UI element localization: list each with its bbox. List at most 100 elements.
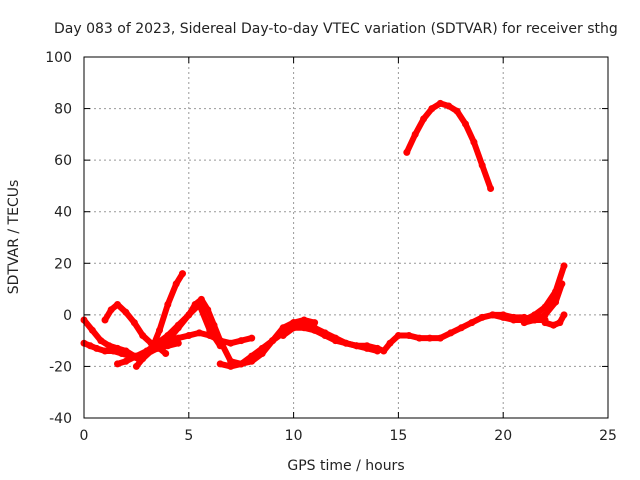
data-point — [342, 339, 350, 347]
data-point — [86, 342, 94, 350]
y-tick-label: 40 — [54, 205, 72, 221]
data-point — [363, 344, 371, 352]
data-point — [550, 321, 557, 329]
data-point — [156, 326, 163, 334]
data-point — [300, 321, 308, 329]
data-point — [132, 352, 140, 360]
y-tick-label: 0 — [63, 308, 72, 324]
x-tick-label: 25 — [599, 428, 617, 444]
data-point — [105, 342, 113, 350]
data-point — [258, 344, 266, 352]
data-point — [248, 334, 256, 342]
data-point — [531, 316, 539, 324]
data-point — [552, 298, 560, 306]
data-point — [560, 262, 568, 270]
data-point — [97, 337, 105, 345]
data-point — [210, 321, 218, 329]
data-point — [290, 324, 298, 332]
y-tick-label: 60 — [54, 153, 72, 169]
data-point — [541, 319, 549, 327]
data-point — [415, 334, 423, 342]
x-tick-label: 20 — [494, 428, 512, 444]
data-point — [499, 313, 507, 321]
data-point — [311, 324, 319, 332]
y-tick-label: 80 — [54, 102, 72, 118]
data-point — [122, 357, 130, 365]
data-point — [237, 337, 245, 345]
data-point — [109, 347, 117, 355]
data-point — [197, 295, 205, 303]
data-point — [237, 360, 245, 368]
data-point — [164, 337, 172, 345]
data-point — [373, 347, 381, 355]
data-point — [179, 270, 186, 278]
data-point — [216, 337, 224, 345]
data-point — [487, 185, 495, 192]
data-point — [227, 339, 235, 347]
data-point — [216, 360, 224, 368]
y-axis-label: SDTVAR / TECUs — [6, 180, 22, 295]
data-point — [478, 313, 486, 321]
chart-title: Day 083 of 2023, Sidereal Day-to-day VTE… — [54, 21, 618, 37]
data-point — [185, 311, 193, 319]
data-point — [426, 334, 434, 342]
data-point — [204, 306, 212, 314]
series-arc-9 — [280, 322, 381, 354]
y-tick-label: -40 — [49, 411, 72, 427]
data-point — [101, 347, 109, 355]
data-point — [541, 311, 549, 319]
data-point — [114, 360, 121, 368]
data-point — [428, 105, 436, 113]
data-point — [453, 107, 461, 115]
x-tick-label: 5 — [184, 428, 193, 444]
y-tick-label: 100 — [45, 50, 72, 66]
data-point — [130, 319, 138, 327]
data-point — [560, 311, 568, 319]
data-point — [248, 352, 256, 360]
data-point — [510, 316, 518, 324]
plot-frame — [83, 56, 609, 419]
data-point — [118, 350, 126, 357]
series-layer — [80, 99, 568, 370]
x-tick-label: 0 — [80, 428, 89, 444]
data-point — [139, 332, 147, 339]
x-tick-label: 15 — [389, 428, 407, 444]
series-arc-10 — [403, 100, 494, 192]
data-point — [436, 99, 444, 107]
data-point — [478, 161, 486, 169]
data-point — [353, 342, 360, 350]
data-point — [162, 350, 170, 357]
y-tick-label: -20 — [49, 359, 72, 375]
data-point — [394, 332, 402, 339]
data-point — [462, 120, 469, 128]
data-point — [332, 334, 339, 342]
data-point — [88, 326, 96, 334]
data-point — [321, 329, 329, 337]
data-point — [403, 148, 411, 156]
grid-layer — [84, 57, 608, 418]
ticks-layer: 0 5 10 15 20 25 -40 -20 0 20 40 60 80 100 — [45, 50, 617, 444]
series-arc-8 — [238, 311, 549, 367]
data-point — [172, 280, 180, 288]
data-point — [174, 324, 182, 332]
data-point — [269, 337, 277, 345]
x-axis-label: GPS time / hours — [287, 458, 404, 474]
data-point — [420, 115, 428, 123]
data-point — [436, 334, 444, 342]
data-point — [195, 329, 203, 337]
data-point — [143, 347, 151, 355]
x-tick-label: 10 — [285, 428, 303, 444]
data-point — [411, 130, 419, 138]
data-point — [468, 319, 476, 327]
data-point — [445, 102, 453, 110]
data-point — [457, 324, 465, 332]
data-point — [279, 332, 287, 339]
data-point — [114, 301, 121, 308]
data-point — [185, 332, 193, 339]
data-point — [489, 311, 497, 319]
data-point — [132, 362, 140, 370]
data-point — [174, 334, 182, 342]
data-point — [101, 316, 109, 324]
data-point — [405, 332, 413, 339]
